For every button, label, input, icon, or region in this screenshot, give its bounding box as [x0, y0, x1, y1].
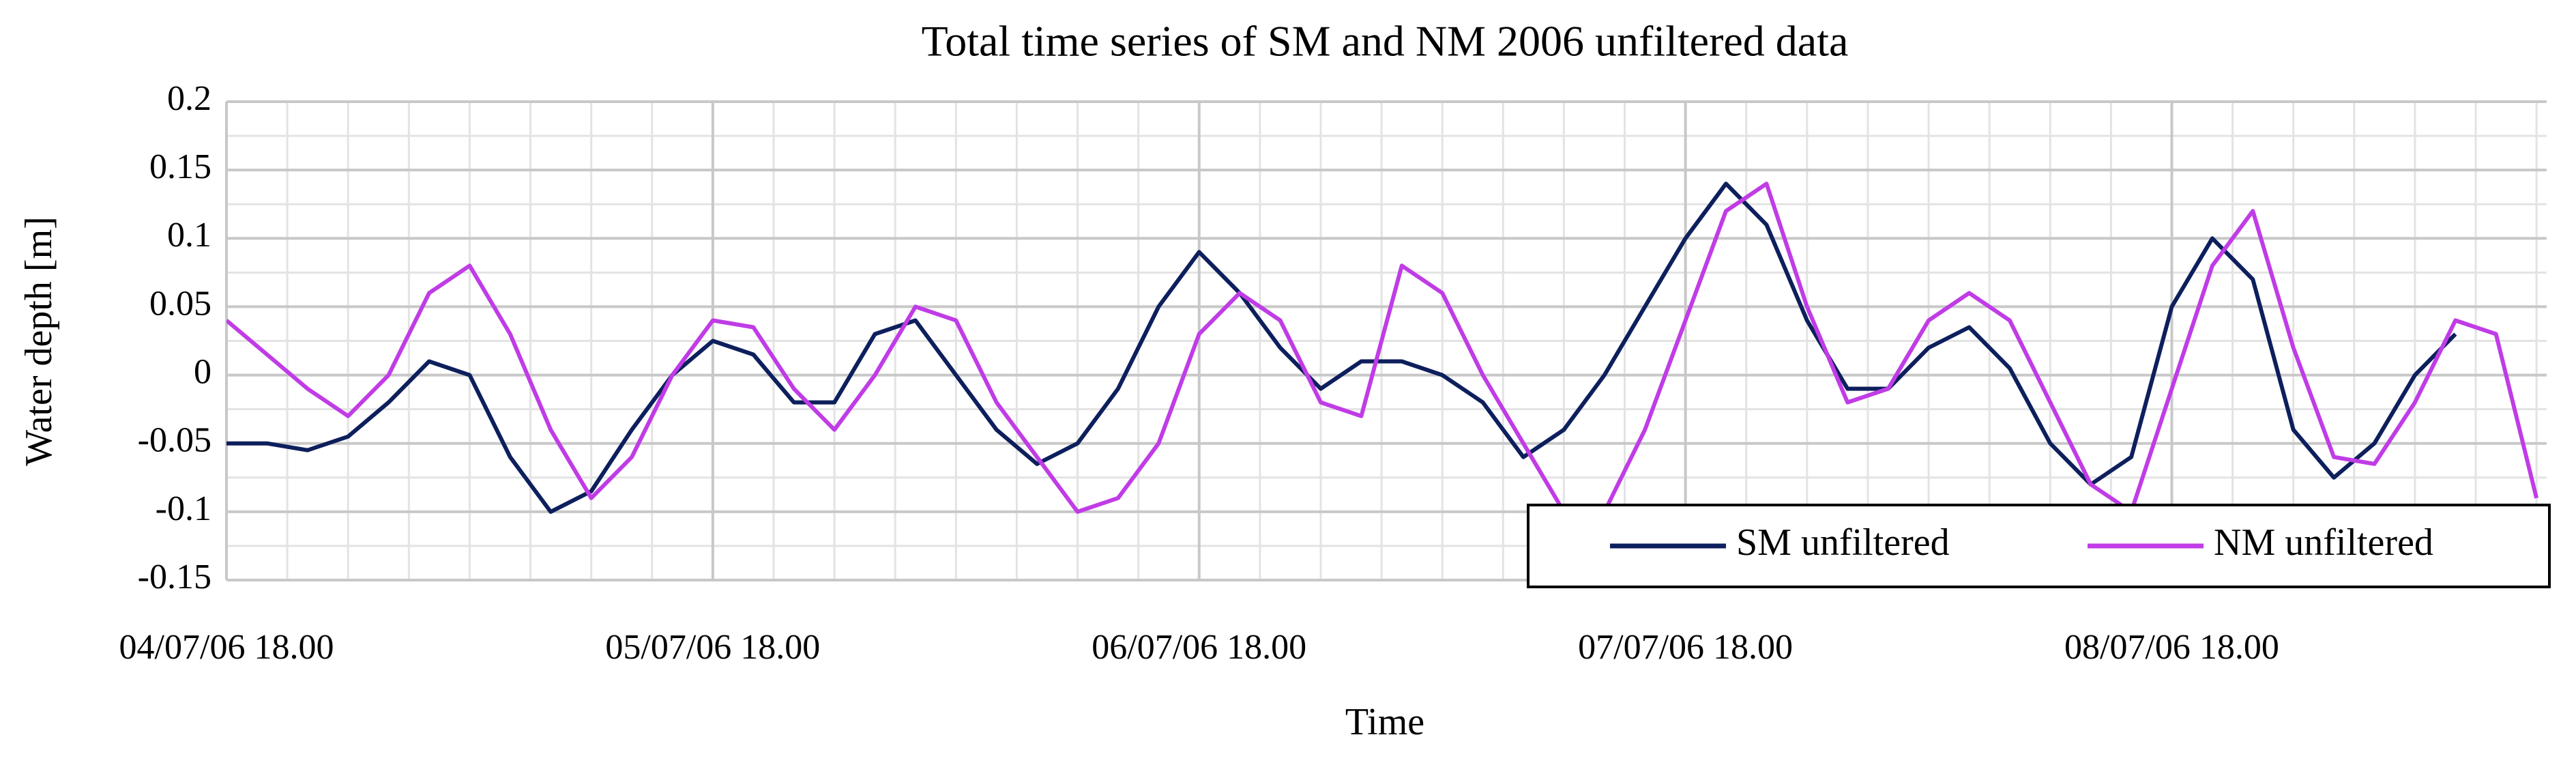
- chart-title: Total time series of SM and NM 2006 unfi…: [922, 17, 1849, 66]
- x-tick-label: 07/07/06 18.00: [1578, 628, 1793, 667]
- x-tick-label: 05/07/06 18.00: [605, 628, 820, 667]
- y-tick-label: 0.05: [149, 284, 211, 323]
- series-line: [226, 182, 2457, 514]
- legend-label: SM unfiltered: [1736, 521, 1950, 564]
- y-tick-label: -0.05: [138, 421, 211, 460]
- x-axis-label: Time: [1345, 701, 1424, 743]
- y-tick-label: -0.1: [156, 489, 211, 528]
- y-tick-label: 0.1: [167, 216, 211, 255]
- y-tick-label: 0.15: [149, 147, 211, 186]
- plot: [226, 182, 2539, 514]
- y-tick-label: 0.2: [167, 79, 211, 118]
- y-tick-label: -0.15: [138, 558, 211, 596]
- legend: SM unfiltered NM unfiltered: [1527, 504, 2551, 588]
- x-tick-label: 08/07/06 18.00: [2064, 628, 2279, 667]
- y-tick-label: 0: [194, 353, 211, 392]
- series-line: [226, 182, 2539, 514]
- grid: -0.15 -0.1 -0.05 0 0.05 0.1 0.15 0.2 04/07/06 18…: [119, 79, 2547, 667]
- x-tick-label: 06/07/06 18.00: [1092, 628, 1306, 667]
- legend-label: NM unfiltered: [2214, 521, 2433, 564]
- x-tick-label: 04/07/06 18.00: [119, 628, 334, 667]
- y-axis-label: Water depth [m]: [18, 216, 60, 466]
